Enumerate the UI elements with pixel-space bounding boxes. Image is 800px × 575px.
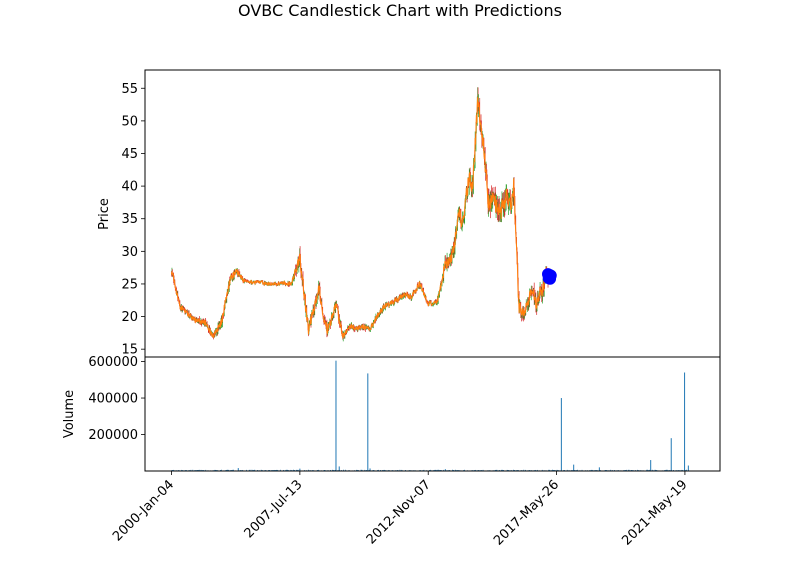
volume-axis-label: Volume	[62, 390, 77, 438]
price-y-tick-label: 25	[121, 277, 138, 292]
price-panel: 15 20 25 30 35 40 45 50 55	[121, 69, 721, 358]
price-y-tick-label: 15	[121, 343, 138, 358]
volume-plot-area	[145, 357, 720, 471]
x-axis: 2000-Jan-04 2007-Jul-13 2012-Nov-07 2017-Ma…	[110, 471, 691, 549]
price-y-tick-label: 30	[121, 245, 138, 260]
volume-panel: 200000 400000 600000	[88, 355, 721, 472]
prediction-markers	[542, 268, 557, 285]
x-tick-label: 2021-May-19	[619, 477, 690, 548]
price-y-tick-label: 20	[121, 310, 138, 325]
price-y-tick-label: 50	[121, 114, 138, 129]
volume-y-tick-label: 400000	[88, 392, 138, 407]
close-price-line	[170, 97, 549, 339]
price-y-tick-label: 40	[121, 180, 138, 195]
price-y-tick-label: 55	[121, 82, 138, 97]
price-y-tick-label: 45	[121, 147, 138, 162]
x-tick-label: 2007-Jul-13	[242, 477, 306, 541]
prediction-point	[544, 269, 557, 282]
x-tick-label: 2017-May-26	[491, 477, 562, 548]
price-plot-area	[145, 70, 720, 357]
volume-y-tick-label: 600000	[88, 355, 138, 370]
price-axis-label: Price	[97, 198, 112, 230]
chart-title: OVBC Candlestick Chart with Predictions	[238, 1, 562, 20]
price-y-tick-label: 35	[121, 212, 138, 227]
volume-y-tick-label: 200000	[88, 428, 138, 443]
x-tick-label: 2012-Nov-07	[364, 477, 434, 547]
x-tick-label: 2000-Jan-04	[110, 477, 177, 544]
volume-axes-frame	[144, 356, 721, 472]
